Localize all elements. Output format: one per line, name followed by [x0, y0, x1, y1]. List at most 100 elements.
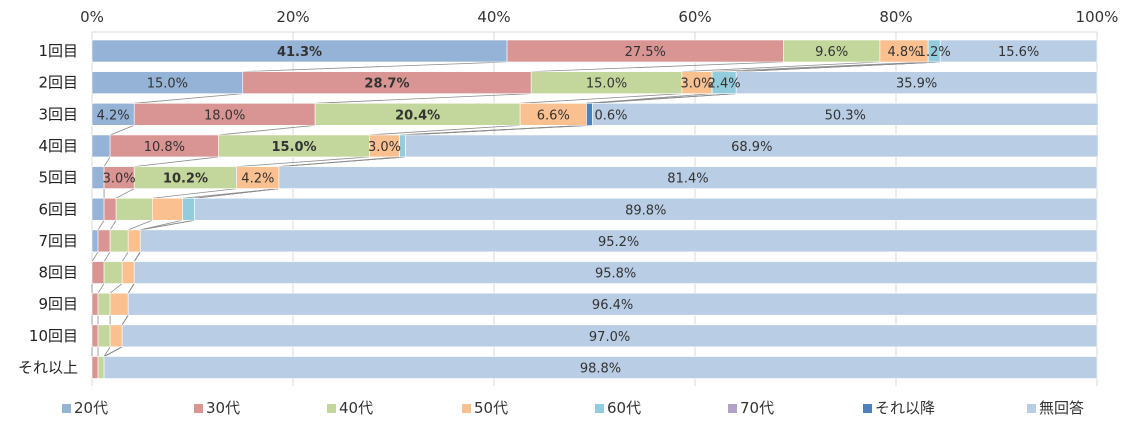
data-label: 4.2% [97, 108, 130, 123]
legend-swatch [462, 404, 471, 413]
series-connector [712, 61, 929, 73]
bar-segment [182, 197, 195, 221]
bar-segment [103, 197, 117, 221]
series-connector [103, 346, 111, 357]
series-connector [531, 61, 784, 73]
legend-label: 70代 [740, 399, 774, 417]
bar-segment [97, 356, 105, 379]
data-label: 9.6% [815, 45, 848, 60]
bar-segment [735, 71, 1098, 94]
data-label: 27.5% [625, 45, 666, 60]
bar-segment [127, 292, 1098, 316]
data-label: 68.9% [731, 140, 772, 155]
bar-segment [133, 261, 1098, 284]
data-label: 28.7% [364, 77, 409, 92]
series-connector [140, 219, 195, 231]
x-tick-label: 40% [477, 8, 510, 26]
row-label: 1回目 [38, 42, 78, 60]
row-label: 9回目 [38, 295, 78, 313]
row-label: 8回目 [38, 264, 78, 282]
row-label: 6回目 [38, 200, 78, 218]
series-connector-lines [91, 61, 941, 357]
bar-segment [91, 324, 99, 348]
bar-segment [97, 229, 111, 253]
bar-segment [91, 197, 105, 221]
bar-segment [127, 229, 141, 253]
series-connector [134, 156, 219, 167]
bar-segment [91, 229, 99, 253]
series-connector [127, 283, 135, 294]
data-labels: 41.3% 27.5% 9.6% 4.8%1.2% 15.6% 15.0% 28.7% 15.… [97, 45, 1040, 377]
legend-label: 20代 [74, 399, 108, 417]
bar-segment [103, 261, 123, 284]
bars [91, 39, 1099, 379]
series-connector [681, 61, 880, 73]
bar-segment [97, 292, 111, 316]
data-label: 96.4% [592, 298, 633, 313]
x-tick-label: 80% [879, 8, 912, 26]
data-label: 10.8% [144, 140, 185, 155]
series-connector [405, 124, 593, 136]
series-connector [109, 283, 123, 294]
series-connector [97, 220, 105, 231]
series-connector [242, 61, 508, 73]
series-connector [133, 251, 141, 262]
data-label: 15.6% [998, 45, 1039, 60]
data-label: 98.8% [580, 362, 621, 377]
series-connector [278, 156, 406, 167]
bar-segment [91, 292, 99, 316]
data-label: 6.6% [537, 108, 570, 123]
legend-label: 40代 [339, 399, 373, 417]
legend: 20代 30代 40代 50代 60代 70代 それ以降 無回答 [62, 399, 1084, 417]
legend-swatch [728, 404, 737, 413]
bar-segment [139, 229, 1098, 253]
series-connector [236, 156, 370, 167]
bar-segment [109, 324, 123, 348]
data-label: 1.2% [918, 45, 951, 60]
series-connector [109, 124, 135, 136]
series-connector [121, 314, 129, 326]
bar-segment [91, 356, 99, 379]
data-label: 4.2% [241, 172, 274, 187]
series-connector [103, 346, 123, 357]
row-label: 2回目 [38, 74, 78, 92]
row-label: 5回目 [38, 169, 78, 187]
series-connector [592, 93, 737, 104]
bar-segment [91, 134, 111, 158]
data-label: 0.6% [594, 108, 627, 123]
series-connector [103, 251, 111, 262]
legend-label: 60代 [607, 399, 641, 417]
x-axis-ticks: 0% 20% 40% 60% 80% 100% [80, 8, 1118, 26]
legend-label: 50代 [474, 399, 508, 417]
data-label: 97.0% [589, 330, 630, 345]
series-connector [115, 188, 135, 199]
bar-segment [91, 261, 105, 284]
row-label: 3回目 [38, 105, 78, 123]
legend-swatch [194, 404, 203, 413]
data-label: 95.2% [598, 235, 639, 250]
data-label: 3.0% [680, 77, 713, 92]
data-label: 3.0% [103, 172, 136, 187]
row-label: それ以上 [18, 359, 78, 377]
legend-swatch [62, 404, 71, 413]
bar-segment [121, 261, 135, 284]
legend-label: 30代 [206, 399, 240, 417]
data-label: 50.3% [825, 108, 866, 123]
bar-segment [109, 292, 129, 316]
series-connector [736, 61, 941, 73]
data-label: 89.8% [625, 203, 666, 218]
data-label: 18.0% [204, 108, 245, 123]
legend-swatch [327, 404, 336, 413]
bar-segment [939, 39, 1098, 63]
series-connector [121, 251, 129, 262]
data-label: 35.9% [896, 77, 937, 92]
bar-segment [278, 166, 1098, 189]
data-label: 3.0% [368, 140, 401, 155]
series-connector [369, 124, 521, 136]
x-tick-label: 20% [276, 8, 309, 26]
x-tick-label: 100% [1076, 8, 1119, 26]
series-connector [97, 283, 105, 294]
data-label: 15.0% [271, 140, 316, 155]
x-tick-label: 0% [80, 8, 104, 26]
